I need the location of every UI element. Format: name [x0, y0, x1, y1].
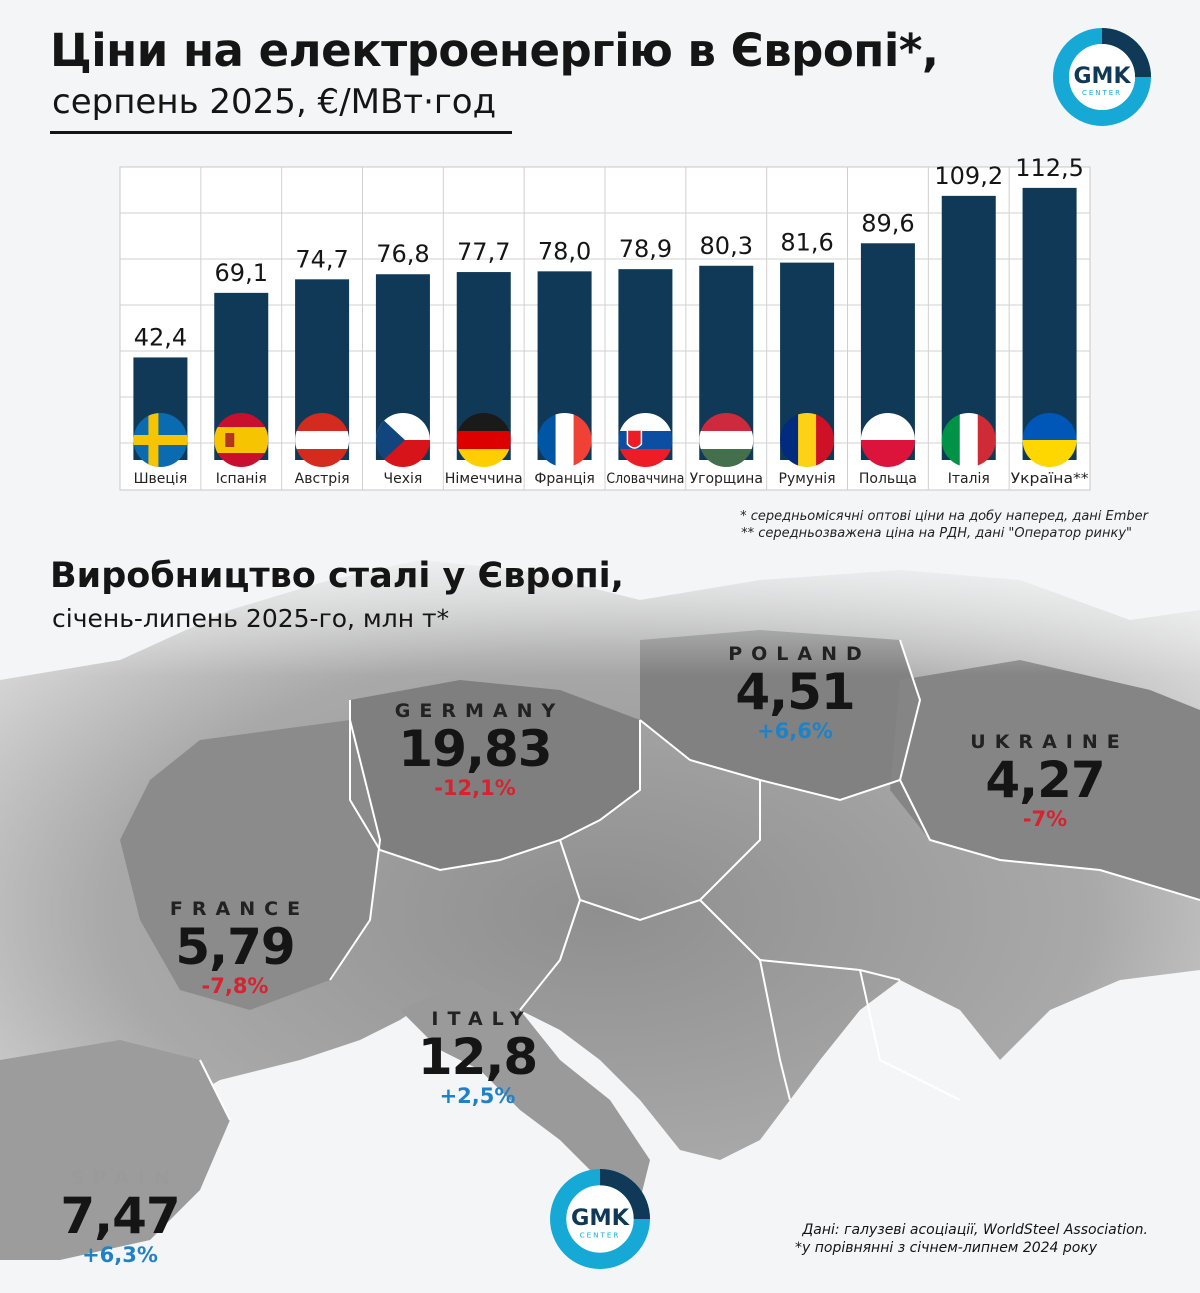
bar-value-label: 77,7: [457, 238, 510, 266]
category-label: Румунія: [779, 471, 836, 487]
gmk-center-logo: GMK CENTER: [1053, 28, 1151, 126]
footnote-2: ** середньозважена ціна на РДН, дані "Оп…: [741, 526, 1132, 541]
data-source: Дані: галузеві асоціації, WorldSteel Ass…: [802, 1222, 1148, 1238]
bar-value-label: 81,6: [780, 229, 833, 257]
grid: [120, 167, 1090, 490]
value-labels: 42,4 69,1 74,7 76,8 77,7 78,0 78,9 80,3 81,6 89,6…: [134, 154, 1084, 352]
country-italy: ITALY 12,8 +2,5%: [400, 1008, 555, 1108]
category-label: Польща: [859, 471, 917, 487]
bar-value-label: 78,9: [619, 235, 672, 263]
germany-flag: [456, 413, 511, 467]
country-name: GERMANY: [394, 700, 565, 722]
country-change: +2,5%: [439, 1084, 516, 1108]
electricity-price-chart: 42,4 69,1 74,7 76,8 77,7 78,0 78,9 80,3 81,6 89,6…: [119, 154, 1091, 491]
country-name: FRANCE: [169, 898, 310, 920]
country-name: UKRAINE: [970, 731, 1129, 753]
category-label: Австрія: [295, 471, 350, 487]
flags: [133, 413, 1077, 467]
bar-value-label: 78,0: [538, 237, 591, 265]
category-label: Італія: [948, 471, 990, 487]
country-change: -12,1%: [434, 776, 516, 800]
chart-title: Ціни на електроенергію в Європі*,: [50, 24, 939, 77]
country-value: 4,27: [985, 751, 1105, 809]
europe-map: [0, 540, 1200, 1293]
gmk-center-logo-bottom: GMK CENTER: [550, 1169, 650, 1269]
bar-value-label: 69,1: [215, 259, 268, 287]
country-ukraine: UKRAINE 4,27 -7%: [955, 731, 1135, 831]
country-poland: POLAND 4,51 +6,6%: [710, 643, 880, 743]
steel-subtitle: січень-липень 2025-го, млн т*: [52, 604, 450, 633]
country-germany: GERMANY 19,83 -12,1%: [375, 700, 575, 800]
category-label: Чехія: [384, 471, 423, 487]
bar-value-label: 112,5: [1015, 154, 1084, 182]
country-france: FRANCE 5,79 -7,8%: [150, 898, 320, 998]
country-value: 19,83: [398, 720, 552, 778]
logo-subtext: CENTER: [1082, 89, 1122, 97]
country-value: 4,51: [735, 663, 855, 721]
category-label: Німеччина: [445, 471, 523, 487]
country-value: 7,47: [60, 1187, 180, 1245]
romania-flag: [780, 413, 835, 467]
country-change: -7,8%: [201, 974, 269, 998]
country-name: POLAND: [728, 643, 871, 665]
country-value: 12,8: [417, 1028, 538, 1086]
country-spain: SPAIN 7,47 +6,3%: [50, 1167, 190, 1267]
country-name: SPAIN: [70, 1167, 179, 1189]
category-label: Україна**: [1011, 471, 1089, 487]
category-labels: Швеція Іспанія Австрія Чехія Німеччина Франці…: [134, 471, 1089, 487]
bar-value-label: 89,6: [861, 209, 914, 237]
category-label: Франція: [534, 471, 595, 487]
category-label: Словаччина: [606, 471, 684, 487]
title-underline: [50, 131, 512, 134]
chart-subtitle: серпень 2025, €/МВт·год: [52, 82, 497, 122]
bar-value-label: 42,4: [134, 323, 187, 351]
country-change: +6,6%: [757, 719, 833, 743]
spain-flag: [214, 413, 269, 467]
footnote-1: * середньомісячні оптові ціни на добу на…: [740, 509, 1148, 524]
category-label: Швеція: [134, 471, 188, 487]
category-label: Іспанія: [216, 471, 267, 487]
bar-value-label: 74,7: [295, 245, 348, 273]
country-value: 5,79: [175, 918, 295, 976]
italy-flag: [941, 413, 996, 467]
sweden-flag: [133, 413, 188, 467]
france-flag: [537, 413, 592, 467]
steel-title: Виробництво сталі у Європі,: [50, 556, 624, 596]
logo-text: GMK: [571, 1205, 631, 1231]
country-change: -7%: [1022, 807, 1068, 831]
hungary-flag: [699, 413, 754, 467]
logo-text: GMK: [1074, 64, 1132, 89]
category-label: Угорщина: [690, 471, 763, 487]
slovakia-flag: [618, 413, 673, 467]
logo-subtext: CENTER: [580, 1230, 621, 1239]
comparison-note: *у порівнянні з січнем-липнем 2024 року: [795, 1240, 1098, 1256]
austria-flag: [295, 413, 350, 467]
bar-value-label: 76,8: [376, 240, 429, 268]
bar-value-label: 80,3: [700, 232, 753, 260]
country-change: +6,3%: [82, 1243, 158, 1267]
bar-value-label: 109,2: [934, 162, 1003, 190]
bars: [133, 187, 1077, 460]
country-name: ITALY: [431, 1008, 533, 1030]
